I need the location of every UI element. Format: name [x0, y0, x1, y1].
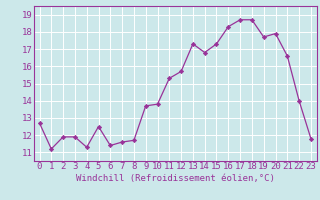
X-axis label: Windchill (Refroidissement éolien,°C): Windchill (Refroidissement éolien,°C) — [76, 174, 275, 183]
